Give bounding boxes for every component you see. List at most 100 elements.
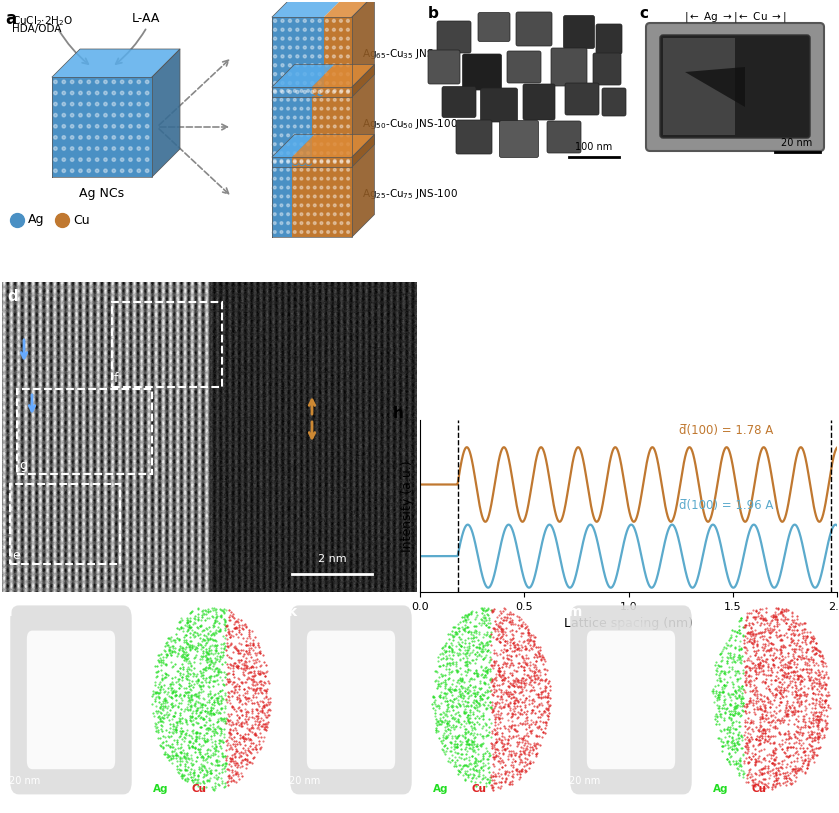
Circle shape (307, 231, 310, 233)
Circle shape (136, 168, 143, 175)
Circle shape (137, 80, 141, 84)
Circle shape (287, 161, 289, 163)
Text: +: + (178, 785, 186, 794)
Circle shape (293, 185, 298, 191)
Circle shape (112, 136, 116, 139)
Circle shape (111, 112, 118, 120)
Circle shape (306, 142, 311, 148)
Circle shape (347, 107, 350, 110)
Circle shape (293, 124, 298, 130)
Circle shape (727, 308, 736, 316)
Circle shape (274, 143, 276, 146)
FancyBboxPatch shape (499, 120, 539, 158)
Circle shape (319, 203, 325, 209)
Circle shape (104, 91, 107, 95)
Circle shape (339, 98, 345, 103)
Circle shape (333, 116, 336, 119)
Circle shape (96, 169, 99, 172)
Circle shape (727, 383, 736, 391)
Circle shape (300, 151, 305, 156)
Circle shape (339, 54, 345, 60)
Circle shape (279, 194, 284, 200)
Circle shape (346, 80, 352, 87)
Circle shape (314, 98, 316, 101)
Circle shape (340, 64, 342, 67)
Circle shape (768, 385, 771, 389)
Circle shape (306, 115, 311, 121)
Circle shape (273, 19, 279, 24)
Circle shape (347, 168, 350, 172)
Circle shape (54, 80, 57, 84)
Text: g: g (19, 459, 27, 472)
Circle shape (78, 112, 85, 120)
FancyBboxPatch shape (565, 83, 599, 115)
Circle shape (326, 115, 331, 121)
Circle shape (339, 176, 345, 182)
Circle shape (296, 28, 299, 31)
Circle shape (273, 203, 279, 209)
Circle shape (306, 160, 311, 165)
Text: Ag$_{65}$-Cu$_{35}$ JNS-100: Ag$_{65}$-Cu$_{35}$ JNS-100 (362, 47, 458, 61)
Circle shape (286, 194, 291, 200)
Text: ($\bar{2}$20): ($\bar{2}$20) (773, 299, 800, 314)
Circle shape (286, 151, 291, 156)
FancyBboxPatch shape (462, 54, 502, 90)
Circle shape (346, 221, 352, 227)
Circle shape (347, 186, 350, 189)
Circle shape (111, 146, 118, 153)
Circle shape (279, 151, 284, 156)
Circle shape (306, 124, 311, 130)
Circle shape (53, 90, 60, 98)
Circle shape (625, 311, 636, 321)
Circle shape (320, 143, 323, 146)
Circle shape (319, 89, 325, 94)
Circle shape (273, 45, 279, 51)
Circle shape (319, 98, 325, 103)
Circle shape (326, 72, 328, 76)
Circle shape (306, 98, 311, 103)
Circle shape (300, 212, 305, 218)
Text: 20 nm: 20 nm (781, 138, 813, 148)
Circle shape (280, 89, 283, 93)
Circle shape (307, 222, 310, 224)
Circle shape (326, 231, 330, 233)
Circle shape (280, 27, 286, 33)
Text: Ag: Ag (424, 395, 438, 405)
Circle shape (302, 89, 309, 96)
Circle shape (310, 45, 316, 51)
Circle shape (319, 160, 325, 165)
FancyBboxPatch shape (307, 631, 395, 769)
Circle shape (326, 89, 331, 94)
Circle shape (340, 89, 343, 93)
Circle shape (145, 91, 149, 95)
Polygon shape (272, 64, 335, 87)
Circle shape (303, 20, 306, 23)
Circle shape (112, 80, 116, 84)
Circle shape (339, 159, 345, 164)
Text: Cu: Cu (752, 785, 767, 794)
Circle shape (347, 177, 350, 180)
Circle shape (319, 124, 325, 130)
Circle shape (317, 45, 323, 51)
Circle shape (111, 102, 118, 108)
Circle shape (54, 102, 57, 106)
Circle shape (333, 161, 336, 163)
Circle shape (62, 124, 65, 128)
Circle shape (287, 231, 289, 233)
Circle shape (302, 80, 309, 87)
Circle shape (310, 20, 314, 23)
Circle shape (339, 19, 345, 24)
Circle shape (346, 98, 352, 103)
Circle shape (730, 348, 733, 351)
Circle shape (317, 36, 323, 42)
Circle shape (802, 346, 810, 354)
FancyBboxPatch shape (596, 24, 622, 54)
Circle shape (332, 230, 338, 235)
Circle shape (300, 194, 305, 200)
Circle shape (87, 91, 91, 95)
Text: [001]$_f$: [001]$_f$ (654, 391, 690, 405)
Circle shape (286, 160, 291, 165)
Circle shape (274, 63, 277, 67)
Circle shape (325, 63, 331, 69)
Circle shape (62, 102, 65, 106)
